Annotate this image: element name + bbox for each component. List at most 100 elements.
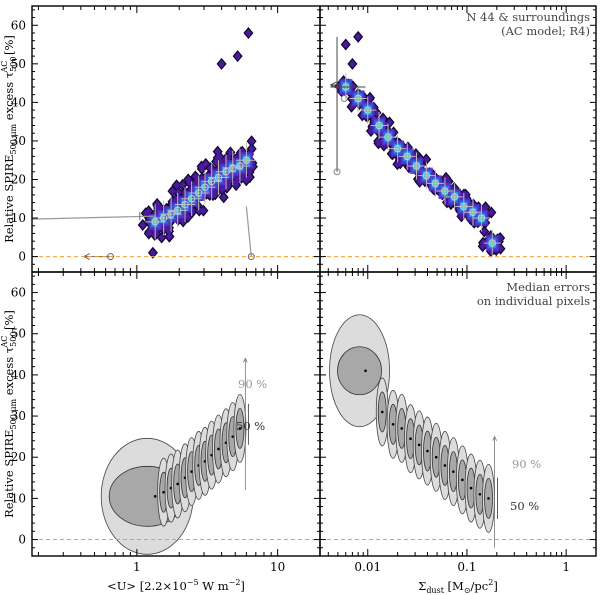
density-fill [354, 32, 362, 41]
density-fill [218, 59, 226, 68]
median-point [214, 173, 223, 182]
median-point [242, 156, 251, 164]
panel-top-left: 0 10 20 30 40 50 60 [11, 5, 321, 273]
median-point [460, 202, 468, 211]
ytick-label: 20 [11, 172, 26, 186]
median-dot [478, 492, 482, 496]
ytick-label: 60 [11, 286, 26, 300]
density-fill [139, 220, 147, 229]
median-dot [391, 422, 395, 426]
label-90-bl: 90 % [238, 377, 267, 391]
density-fill [149, 248, 157, 257]
ytick-label: 0 [18, 533, 26, 547]
error-ellipses-bl [100, 394, 247, 555]
bracket-90-arrow [492, 435, 497, 441]
xtick-label: 0.1 [457, 560, 476, 574]
density-fill [374, 139, 382, 148]
median-point [488, 239, 496, 247]
density-fill [220, 193, 228, 202]
ytick-label: 10 [11, 491, 26, 505]
median-dot [434, 455, 438, 459]
density-fill [158, 233, 166, 242]
density-fill [142, 209, 150, 218]
percent-brackets-bl [243, 357, 249, 491]
density-fill [212, 157, 220, 166]
ytick-label: 10 [11, 211, 26, 225]
density-fill [480, 227, 488, 236]
density-fill [174, 188, 182, 197]
median-point [194, 189, 203, 197]
frame-br [319, 271, 597, 557]
ytick-label: 50 [11, 57, 26, 71]
median-dot [487, 497, 490, 500]
density-fill [197, 162, 205, 171]
annotation-br-line1: Median errors [506, 280, 590, 294]
outlier-errorbar [245, 206, 252, 257]
density-fill [173, 181, 181, 190]
density-fill [482, 203, 490, 212]
density-fill [216, 153, 224, 162]
median-point [159, 214, 168, 222]
median-point [469, 208, 477, 216]
median-point [412, 162, 421, 170]
median-point [236, 162, 244, 170]
median-point [422, 171, 431, 180]
density-fill [342, 40, 350, 49]
density-cloud-tr [334, 30, 506, 258]
ytick-label: 30 [11, 409, 26, 423]
outlier-errorbar [31, 215, 156, 220]
median-point [222, 168, 230, 176]
ticks-tl: 0 10 20 30 40 50 60 [11, 6, 321, 272]
median-point [181, 200, 189, 209]
density-fill [248, 144, 256, 153]
median-point [450, 193, 459, 201]
annotation-tr-line1: N 44 & surroundings [466, 10, 590, 24]
ticks-br: 0.01 0.1 1 [320, 272, 597, 574]
median-dot [417, 443, 421, 447]
median-markers-tr [330, 36, 501, 257]
label-50-br: 50 % [510, 499, 539, 513]
xtick-label: 10 [270, 560, 285, 574]
ytick-label: 60 [11, 18, 26, 32]
median-dot [409, 437, 412, 440]
density-fill [232, 181, 240, 190]
density-fill [184, 212, 192, 221]
median-dot [364, 369, 367, 373]
median-point [187, 195, 196, 203]
median-dot [217, 447, 220, 451]
density-fill [233, 174, 241, 183]
median-point [477, 214, 486, 222]
median-point [207, 177, 216, 186]
x-axis-label-left: <U> [2.2×10−5 W m−2] [107, 578, 245, 593]
median-point [340, 95, 348, 103]
ytick-label: 40 [11, 95, 26, 109]
y-axis-label-top: Relative SPIRE500 μm excess τ500AC [%] [0, 35, 18, 243]
xtick-label: 1 [562, 560, 570, 574]
bracket-90-arrow [243, 357, 248, 363]
error-ellipses-br [329, 314, 495, 533]
median-point [364, 106, 372, 114]
median-point [173, 206, 182, 215]
x-axis-label-right: Σdust [M⊙/pc2] [418, 578, 498, 595]
median-dot [162, 490, 165, 494]
median-point [403, 152, 411, 161]
density-fill [348, 59, 356, 68]
density-fill [168, 187, 176, 196]
density-fill [487, 208, 495, 217]
median-dot [452, 470, 455, 473]
density-fill [422, 155, 430, 164]
density-fill [199, 206, 207, 215]
label-90-br: 90 % [512, 457, 541, 471]
median-markers-tl [145, 142, 257, 240]
median-dot [461, 478, 464, 482]
density-cloud-tl [137, 26, 258, 259]
density-fill [166, 232, 174, 241]
density-fill [211, 190, 219, 199]
percent-brackets-br [492, 435, 498, 548]
density-fill [152, 229, 160, 238]
outlier-point [247, 253, 255, 261]
error-ellipse-50 [337, 346, 382, 396]
ytick-label: 50 [11, 327, 26, 341]
median-point [354, 94, 362, 103]
